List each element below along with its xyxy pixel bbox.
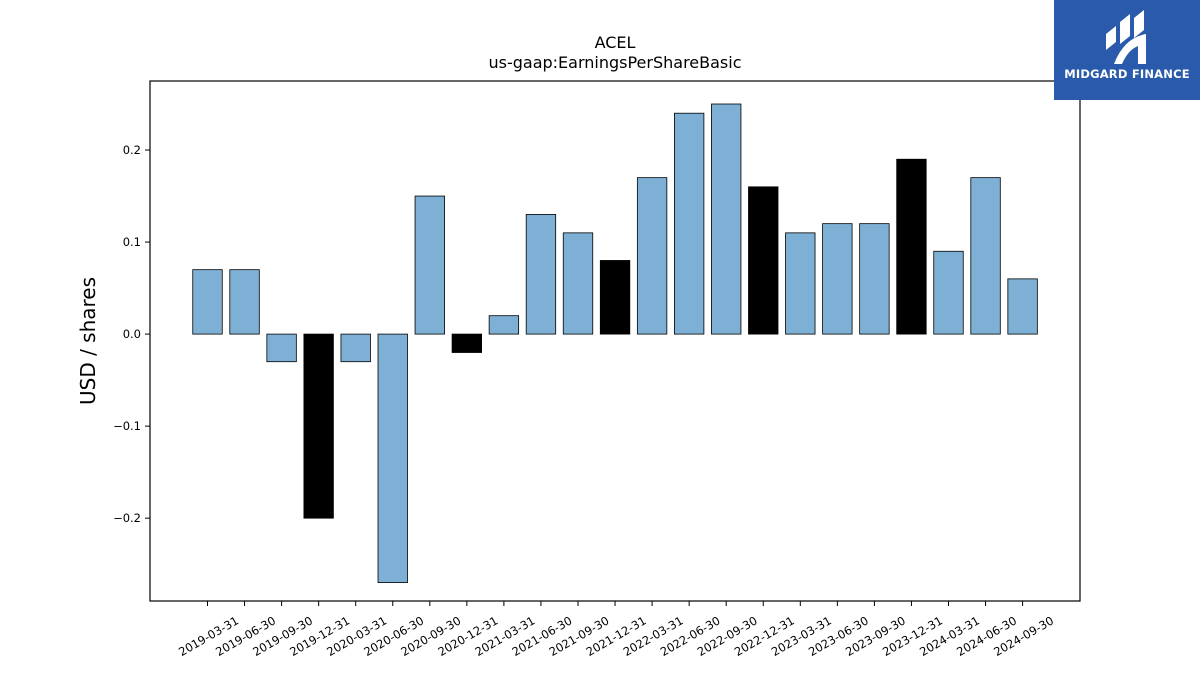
bar-2023-03-31 <box>785 232 816 335</box>
bar-2021-06-30 <box>525 214 557 335</box>
bar-2020-03-31 <box>340 333 371 363</box>
chart-title: ACEL <box>595 33 636 52</box>
bar-2022-09-30 <box>711 103 742 335</box>
y-tick-label: 0.0 <box>123 327 141 341</box>
bar-2023-06-30 <box>822 223 853 335</box>
bar-2019-09-30 <box>266 333 297 363</box>
y-tick-label: 0.1 <box>123 235 141 249</box>
bar-2022-12-31 <box>748 186 779 335</box>
bars-group <box>192 103 1038 583</box>
bar-2020-12-31 <box>451 333 483 353</box>
bar-2021-09-30 <box>562 232 594 335</box>
bar-2023-09-30 <box>859 223 890 335</box>
bar-2023-12-31 <box>896 158 927 335</box>
bar-2021-12-31 <box>599 260 631 335</box>
y-axis-label: USD / shares <box>76 277 100 405</box>
plot-frame <box>149 80 1081 602</box>
x-axis: 2019-03-312019-06-302019-09-302019-12-31… <box>176 601 1056 659</box>
bar-2019-03-31 <box>192 269 223 335</box>
bar-2024-09-30 <box>1007 278 1038 335</box>
bar-2021-03-31 <box>488 315 520 335</box>
bar-2022-06-30 <box>674 112 705 335</box>
bar-2019-06-30 <box>229 269 260 335</box>
bar-2020-06-30 <box>377 333 408 583</box>
logo-brand-text: MIDGARD FINANCE <box>1064 67 1190 81</box>
bar-2020-09-30 <box>414 195 445 335</box>
y-tick-label: −0.2 <box>113 511 141 525</box>
chart-subtitle: us-gaap:EarningsPerShareBasic <box>488 53 741 72</box>
y-tick-label: −0.1 <box>113 419 141 433</box>
midgard-logo-icon <box>1106 10 1146 64</box>
y-tick-label: 0.2 <box>123 143 141 157</box>
bar-2019-12-31 <box>303 333 334 519</box>
bar-2024-03-31 <box>933 250 964 335</box>
y-axis: −0.2 −0.1 0.0 0.1 0.2 <box>113 143 150 525</box>
bar-2024-06-30 <box>970 177 1001 335</box>
bar-2022-03-31 <box>636 177 668 335</box>
midgard-finance-logo: MIDGARD FINANCE <box>1054 0 1200 100</box>
